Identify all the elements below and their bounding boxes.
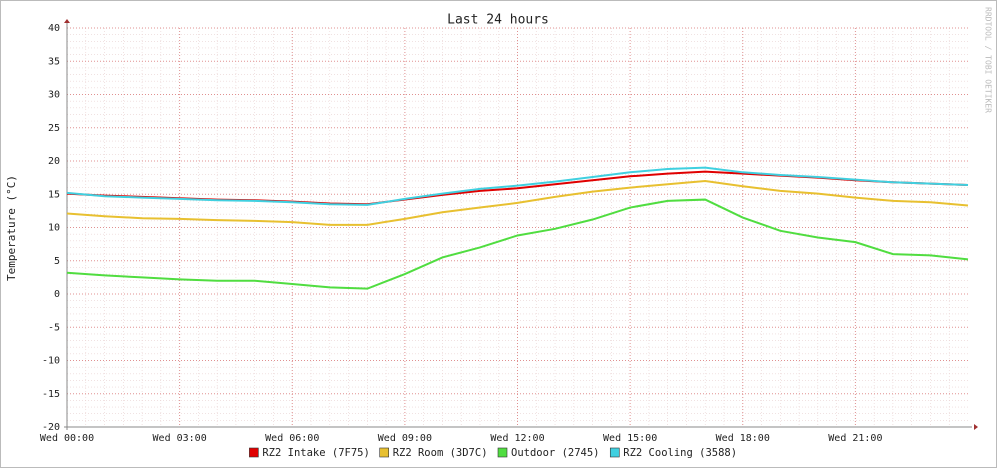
axis-arrow [974, 424, 978, 430]
y-tick-label: 15 [48, 189, 60, 200]
y-tick-label: 5 [54, 256, 60, 267]
y-tick-label: -15 [42, 389, 60, 400]
series-line [66, 179, 969, 226]
chart-title: Last 24 hours [447, 13, 549, 28]
y-tick-label: -10 [42, 356, 60, 367]
watermark: RRDTOOL / TOBI OETIKER [984, 7, 993, 113]
y-axis-label: Temperature (°C) [5, 175, 18, 281]
x-tick-label: Wed 06:00 [265, 433, 319, 444]
x-tick-label: Wed 03:00 [153, 433, 207, 444]
legend-swatch [379, 447, 390, 458]
y-tick-label: -5 [48, 322, 60, 333]
y-tick-label: 35 [48, 56, 60, 67]
legend-label: RZ2 Intake (7F75) [262, 447, 369, 459]
legend-swatch [497, 447, 508, 458]
y-tick-label: 20 [48, 156, 60, 167]
x-tick-label: Wed 09:00 [378, 433, 432, 444]
y-tick-label: 10 [48, 223, 60, 234]
legend-swatch [249, 447, 259, 458]
y-tick-label: -20 [42, 422, 60, 433]
series-line [66, 198, 969, 290]
y-tick-label: 25 [48, 123, 60, 134]
series-line [66, 166, 969, 206]
x-tick-label: Wed 12:00 [490, 433, 544, 444]
legend-label: Outdoor (2745) [511, 447, 600, 459]
x-tick-label: Wed 00:00 [40, 433, 94, 444]
x-tick-label: Wed 21:00 [828, 433, 882, 444]
y-tick-label: 30 [48, 90, 60, 101]
x-tick-label: Wed 18:00 [716, 433, 770, 444]
legend-swatch [609, 447, 620, 458]
y-tick-label: 40 [48, 23, 60, 34]
legend-label: RZ2 Room (3D7C) [393, 447, 488, 459]
axis-arrow [64, 19, 70, 23]
y-tick-label: 0 [54, 289, 60, 300]
legend-label: RZ2 Cooling (3588) [623, 447, 737, 459]
x-tick-label: Wed 15:00 [603, 433, 657, 444]
